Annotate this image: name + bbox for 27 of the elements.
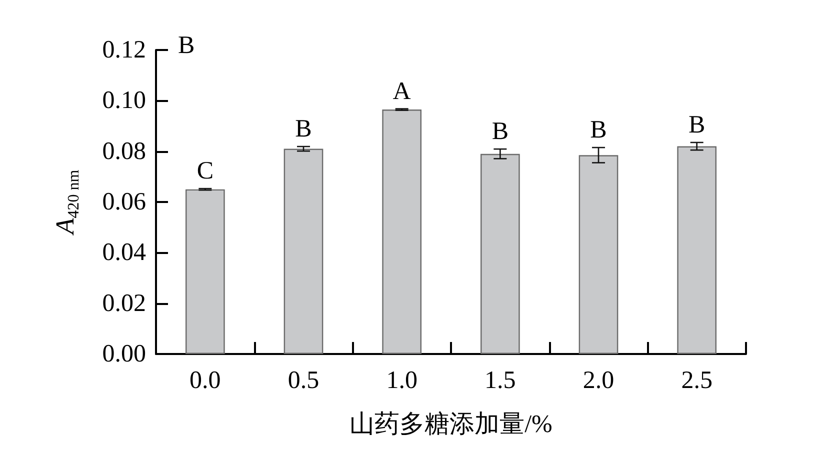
y-tick-label: 0.06 — [102, 188, 146, 216]
annotation: B — [295, 116, 312, 143]
annotation: C — [196, 158, 214, 185]
x-tick-label: 0.0 — [190, 367, 221, 394]
annotation: B — [590, 116, 607, 144]
x-tick-label: 2.5 — [681, 367, 712, 394]
x-tick-label: 1.5 — [484, 367, 516, 394]
annotation: B — [178, 32, 195, 59]
y-tick-label: 0.10 — [102, 87, 146, 114]
bar — [284, 148, 324, 354]
x-axis-title: 山药多糖添加量/% — [350, 411, 552, 438]
y-tick-label: 0.12 — [102, 36, 146, 64]
y-tick-label: 0.02 — [102, 290, 146, 317]
y-tick-label: 0.04 — [102, 239, 146, 266]
y-tick-label: 0.00 — [102, 340, 146, 368]
annotation: B — [688, 111, 706, 138]
bar — [186, 189, 225, 354]
annotation: A — [392, 78, 411, 105]
bar — [480, 154, 520, 354]
x-tick-label: 2.0 — [582, 367, 614, 394]
x-tick-label: 0.5 — [288, 367, 320, 394]
bar — [382, 110, 422, 354]
x-tick-label: 1.0 — [386, 367, 418, 394]
bar — [578, 155, 618, 354]
bar — [677, 146, 716, 354]
annotation: B — [492, 118, 509, 146]
y-tick-label: 0.08 — [102, 138, 146, 165]
